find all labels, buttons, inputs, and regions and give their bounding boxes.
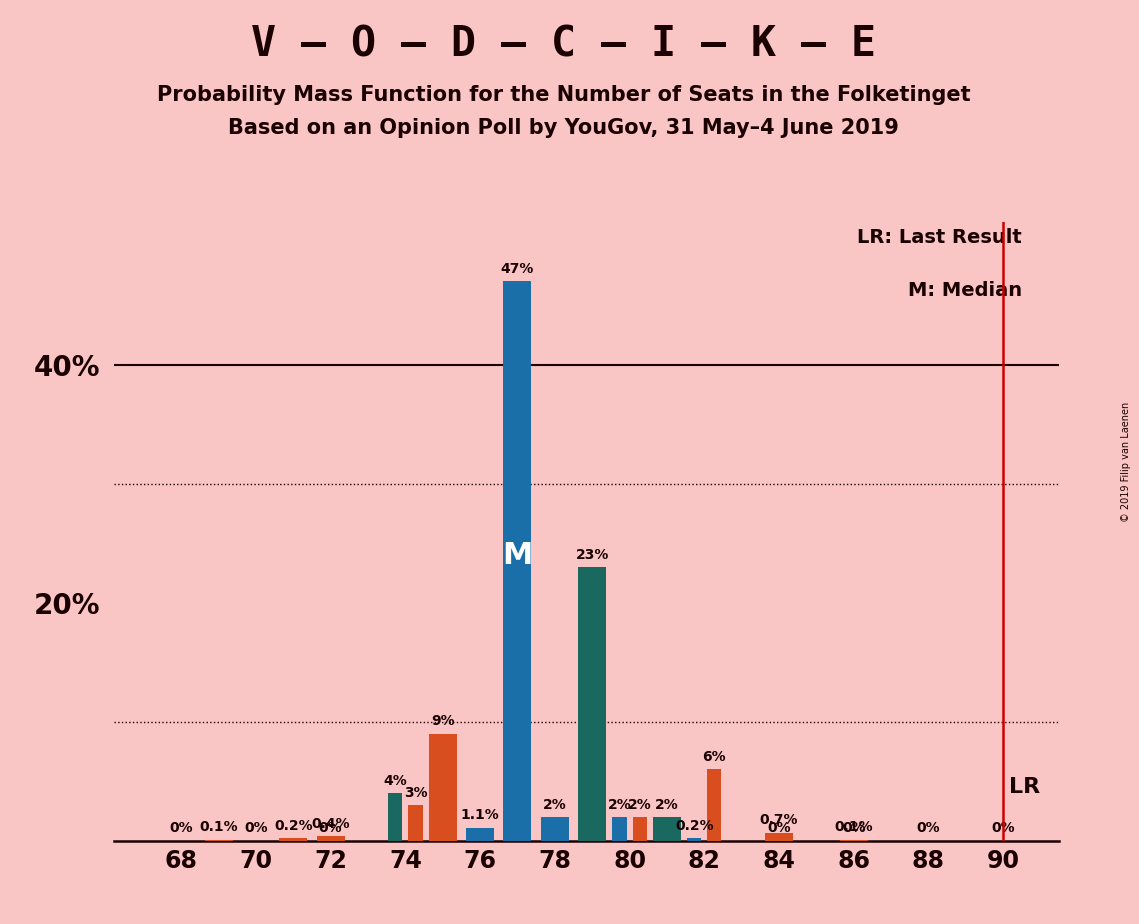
Text: 2%: 2% xyxy=(628,797,652,811)
Text: 0.7%: 0.7% xyxy=(760,813,798,827)
Text: 0.1%: 0.1% xyxy=(835,821,874,834)
Text: 6%: 6% xyxy=(703,750,727,764)
Text: © 2019 Filip van Laenen: © 2019 Filip van Laenen xyxy=(1121,402,1131,522)
Bar xyxy=(388,793,402,841)
Text: 0%: 0% xyxy=(244,821,268,835)
Text: 47%: 47% xyxy=(501,261,534,276)
Text: 0%: 0% xyxy=(842,821,866,835)
Text: 1.1%: 1.1% xyxy=(460,808,500,822)
Text: Probability Mass Function for the Number of Seats in the Folketinget: Probability Mass Function for the Number… xyxy=(157,85,970,105)
Text: 0%: 0% xyxy=(170,821,192,835)
Text: 0%: 0% xyxy=(991,821,1015,835)
Text: LR: LR xyxy=(1009,777,1040,797)
Bar xyxy=(765,833,793,841)
Bar xyxy=(541,817,568,841)
Bar xyxy=(205,840,232,841)
Bar xyxy=(317,836,345,841)
Text: 0.1%: 0.1% xyxy=(199,821,238,834)
Text: 3%: 3% xyxy=(403,785,427,800)
Text: M: M xyxy=(502,541,533,569)
Text: Based on an Opinion Poll by YouGov, 31 May–4 June 2019: Based on an Opinion Poll by YouGov, 31 M… xyxy=(228,118,900,139)
Text: 2%: 2% xyxy=(607,797,631,811)
Bar xyxy=(632,817,647,841)
Bar xyxy=(653,817,681,841)
Bar xyxy=(707,770,721,841)
Text: M: Median: M: Median xyxy=(908,281,1022,300)
Bar xyxy=(687,838,702,841)
Text: 0%: 0% xyxy=(768,821,790,835)
Bar xyxy=(839,840,868,841)
Bar xyxy=(613,817,626,841)
Bar xyxy=(428,734,457,841)
Text: 0%: 0% xyxy=(319,821,343,835)
Text: 23%: 23% xyxy=(575,548,609,562)
Bar xyxy=(503,281,532,841)
Text: 0.4%: 0.4% xyxy=(311,817,350,831)
Text: 9%: 9% xyxy=(431,714,454,728)
Text: LR: Last Result: LR: Last Result xyxy=(858,227,1022,247)
Text: 2%: 2% xyxy=(655,797,679,811)
Text: 4%: 4% xyxy=(384,774,407,788)
Text: 2%: 2% xyxy=(543,797,567,811)
Bar xyxy=(579,567,606,841)
Text: 0.2%: 0.2% xyxy=(274,819,312,833)
Text: 0%: 0% xyxy=(917,821,941,835)
Bar xyxy=(409,805,423,841)
Text: 0.2%: 0.2% xyxy=(675,819,713,833)
Text: V – O – D – C – I – K – E: V – O – D – C – I – K – E xyxy=(252,23,876,65)
Bar xyxy=(466,828,494,841)
Bar xyxy=(279,838,308,841)
